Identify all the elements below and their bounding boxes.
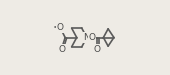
Text: O: O — [94, 45, 101, 54]
Text: O: O — [58, 45, 65, 54]
Text: O: O — [57, 23, 64, 32]
Text: O: O — [89, 33, 96, 42]
Text: N: N — [83, 33, 90, 42]
